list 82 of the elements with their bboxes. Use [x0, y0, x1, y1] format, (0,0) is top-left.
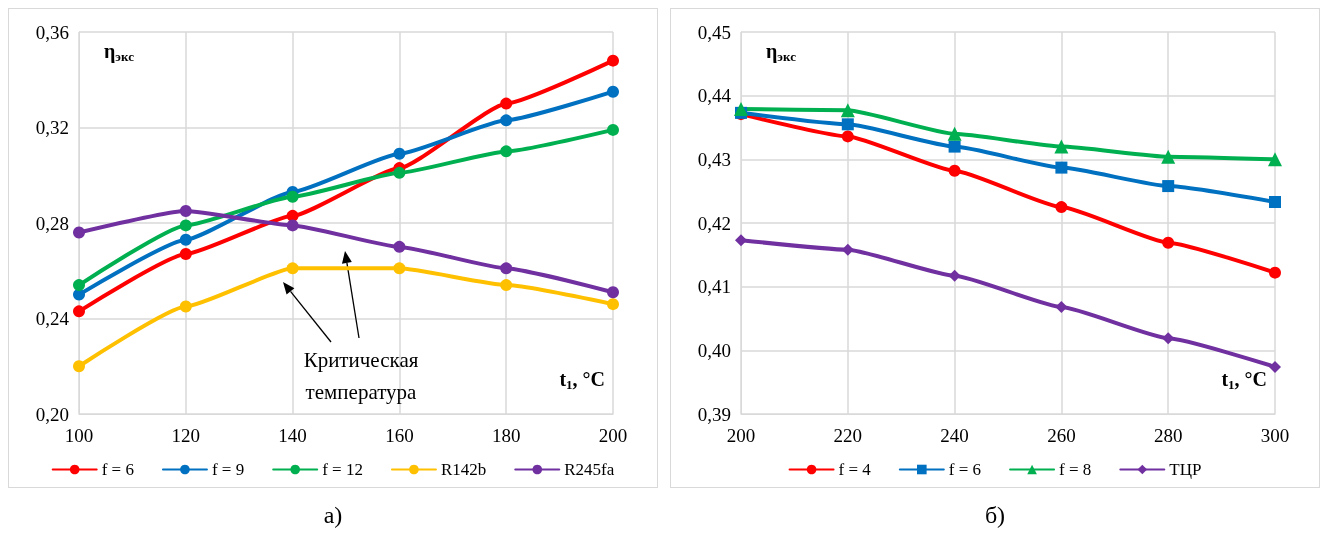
point: [1161, 149, 1176, 164]
point: [393, 240, 406, 253]
y-tick-label: 0,20: [35, 403, 69, 425]
legend-label: R142b: [440, 460, 487, 479]
legend-label: f = 8: [1059, 460, 1092, 479]
y-tick-label: 0,28: [35, 212, 69, 234]
x-tick-label: 280: [1153, 425, 1183, 446]
point: [500, 114, 513, 127]
x-tick-label: 200: [726, 425, 756, 446]
point: [500, 262, 513, 275]
point: [1269, 266, 1281, 279]
point: [73, 279, 85, 292]
point: [179, 300, 192, 313]
legend-label: f = 9: [211, 460, 245, 479]
legend-label: f = 12: [322, 460, 363, 479]
y-tick-label: 0,36: [35, 21, 69, 43]
point: [1269, 360, 1281, 373]
x-tick-label: 180: [491, 425, 521, 446]
point: [735, 234, 747, 247]
point: [393, 166, 406, 179]
point: [841, 130, 854, 143]
text: а): [322, 502, 344, 529]
legend-label: f = 4: [838, 460, 872, 479]
x-tick-label: 120: [171, 425, 201, 446]
point: [948, 164, 961, 177]
y-tick-label: 0,45: [697, 21, 731, 43]
x-tick-label: 260: [1047, 425, 1076, 446]
x-tick-label: 200: [598, 425, 628, 446]
point: [179, 248, 192, 261]
point: [1162, 180, 1175, 193]
x-tick-label: 140: [278, 425, 307, 446]
point: [947, 126, 962, 141]
x-tick-label: 220: [833, 425, 863, 446]
point: [607, 123, 619, 136]
point: [1162, 236, 1175, 249]
point: [607, 54, 619, 67]
point: [393, 147, 406, 160]
point: [393, 262, 406, 275]
x-tick-label: 240: [940, 425, 969, 446]
y-tick-label: 0,44: [697, 85, 732, 107]
y-tick-label: 0,32: [35, 117, 69, 138]
point: [73, 360, 85, 373]
point: [1054, 139, 1069, 154]
point: [73, 226, 85, 239]
point: [179, 205, 192, 218]
point: [840, 103, 855, 118]
point: [179, 233, 192, 246]
y-tick-label: 0,24: [35, 308, 70, 329]
legend-label: R245fa: [564, 460, 615, 479]
point: [734, 102, 748, 117]
y-tick-label: 0,39: [697, 403, 731, 425]
y-tick-label: 0,43: [697, 148, 731, 170]
point: [607, 298, 619, 311]
point: [1055, 201, 1068, 214]
point: [1268, 152, 1282, 167]
legend-label: f = 6: [101, 460, 134, 479]
point: [500, 97, 513, 110]
point: [607, 286, 619, 299]
point: [500, 145, 513, 158]
point: [1269, 195, 1281, 208]
point: [841, 118, 854, 131]
point: [948, 140, 961, 153]
x-tick-label: 160: [385, 425, 414, 446]
legend-label: f = 6: [948, 460, 982, 479]
y-tick-label: 0,41: [697, 276, 731, 298]
point: [1055, 161, 1068, 174]
point: [73, 305, 85, 318]
x-tick-label: 300: [1260, 425, 1290, 446]
text: б): [983, 502, 1007, 529]
point: [286, 219, 299, 232]
point: [607, 85, 619, 98]
point: [286, 190, 299, 203]
point: [73, 288, 85, 301]
point: [500, 279, 513, 292]
point: [1055, 301, 1068, 314]
x-tick-label: 100: [64, 425, 94, 446]
legend-label: ТЦР: [1169, 460, 1202, 479]
y-tick-label: 0,40: [697, 339, 731, 361]
point: [179, 219, 192, 232]
annotation: Критическая температура: [303, 348, 419, 404]
y-tick-label: 0,42: [697, 212, 731, 234]
point: [286, 262, 299, 275]
